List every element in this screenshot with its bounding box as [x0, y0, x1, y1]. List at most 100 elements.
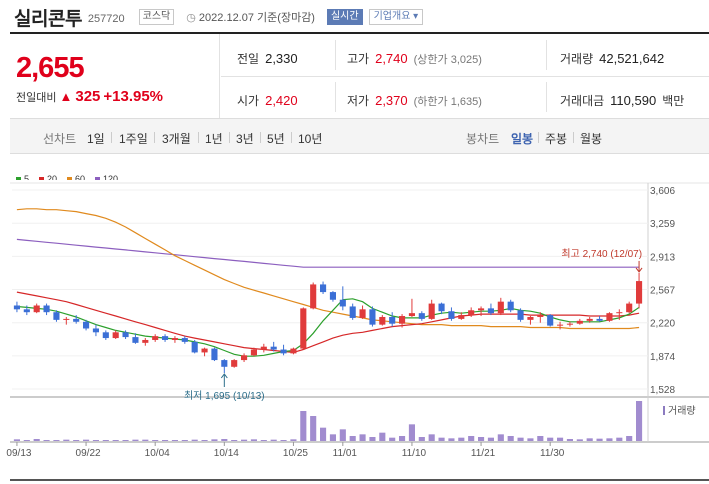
chevron-down-icon: ▾	[410, 11, 419, 22]
period-1d[interactable]: 1일	[87, 132, 105, 146]
stats-divider	[546, 82, 547, 112]
volume-bar	[606, 438, 613, 441]
candle-body	[73, 318, 80, 322]
legend-ma120: 120	[95, 174, 118, 184]
candle-body	[83, 321, 90, 329]
header-divider	[10, 32, 709, 34]
volume-bar	[329, 434, 336, 441]
candle-body	[211, 348, 218, 361]
high-annotation: 최고 2,740 (12/07)	[561, 248, 642, 260]
volume-bar	[339, 429, 346, 441]
period-5y[interactable]: 5년	[267, 132, 285, 146]
candle-body	[537, 315, 544, 317]
divider	[111, 132, 112, 143]
volume-bar	[586, 438, 593, 441]
stat-sub: (하한가 1,635)	[413, 96, 482, 108]
x-tick-label: 11/10	[402, 448, 427, 459]
y-tick-label: 3,606	[650, 186, 675, 197]
candle-body	[329, 292, 336, 300]
candle-body	[557, 324, 564, 326]
volume-bar	[379, 432, 386, 441]
x-tick-label: 11/30	[540, 448, 565, 459]
candle-weekly[interactable]: 주봉	[545, 132, 568, 146]
stat-label: 거래량	[560, 52, 594, 66]
volume-bar	[389, 437, 396, 441]
candle-body	[408, 313, 415, 317]
candle-body	[606, 313, 613, 321]
candle-body	[290, 348, 297, 354]
legend-label: 60	[75, 174, 86, 184]
price-chart[interactable]: 3,606 3,259 2,913 2,567 2,220 1,874 1,528 09/13…	[0, 180, 709, 484]
volume-bar	[201, 440, 208, 441]
stat-value: 2,420	[265, 93, 298, 108]
volume-bar	[547, 437, 554, 441]
stat-prev-close: 전일 2,330	[237, 50, 298, 67]
volume-bar	[221, 439, 228, 441]
volume-bar	[359, 434, 366, 441]
company-info-button[interactable]: 기업개요 ▾	[368, 9, 424, 25]
legend-swatch	[95, 176, 101, 182]
candle-body	[566, 323, 573, 325]
volume-bar	[408, 424, 415, 441]
candle-body	[181, 338, 188, 342]
stat-label: 저가	[347, 94, 370, 108]
ma5-line	[16, 298, 640, 357]
volume-bar	[438, 437, 445, 441]
candle-body	[221, 360, 228, 367]
period-1w[interactable]: 1주일	[119, 132, 148, 146]
volume-bar	[112, 440, 119, 441]
candle-body	[23, 309, 30, 313]
y-tick-label: 1,528	[650, 385, 675, 396]
candle-body	[379, 316, 386, 325]
volume-label: 거래량	[668, 405, 696, 417]
volume-bar	[557, 437, 564, 441]
volume-bar	[487, 437, 494, 441]
stat-low: 저가 2,370 (하한가 1,635)	[347, 92, 482, 109]
period-3m[interactable]: 3개월	[162, 132, 191, 146]
y-tick-label: 1,874	[650, 352, 675, 363]
x-tick-label: 09/13	[6, 448, 31, 459]
candle-body	[191, 341, 198, 353]
candle-body	[300, 308, 307, 349]
volume-bar	[428, 434, 435, 441]
stat-volume: 거래량 42,521,642	[560, 50, 664, 67]
divider	[229, 132, 230, 143]
stat-label: 전일	[237, 52, 260, 66]
candle-body	[428, 303, 435, 319]
volume-bar	[310, 416, 317, 441]
volume-bar	[636, 401, 643, 441]
realtime-button[interactable]: 실시간	[326, 9, 363, 25]
volume-bar	[537, 436, 544, 441]
candle-body	[399, 316, 406, 324]
divider	[538, 132, 539, 143]
period-10y[interactable]: 10년	[298, 132, 323, 146]
x-tick-label: 10/25	[283, 448, 308, 459]
candle-body	[448, 311, 455, 319]
stat-value: 2,740	[375, 51, 408, 66]
candle-body	[63, 318, 70, 320]
x-tick-label: 11/01	[333, 448, 358, 459]
period-1y[interactable]: 1년	[205, 132, 223, 146]
candle-body	[458, 315, 465, 319]
change-percent: +13.95%	[103, 88, 164, 105]
candle-body	[53, 312, 60, 320]
volume-legend-swatch	[663, 406, 665, 415]
volume-bar	[142, 439, 149, 441]
volume-bar	[33, 439, 40, 441]
divider	[260, 132, 261, 143]
candle-monthly[interactable]: 월봉	[580, 132, 603, 146]
candle-daily[interactable]: 일봉	[511, 132, 534, 146]
volume-bar	[369, 437, 376, 441]
candle-body	[616, 312, 623, 314]
volume-bar	[290, 439, 297, 441]
up-triangle-icon: ▲	[59, 89, 73, 104]
ma120-line	[16, 238, 640, 268]
candle-body	[576, 320, 583, 324]
candle-body	[280, 349, 287, 354]
price-change: 전일대비 ▲ 325 +13.95%	[16, 88, 163, 105]
legend-label: 20	[47, 174, 58, 184]
change-amount: 325	[75, 88, 101, 105]
period-3y[interactable]: 3년	[236, 132, 254, 146]
candle-body	[310, 284, 317, 309]
y-tick-label: 3,259	[650, 219, 675, 230]
